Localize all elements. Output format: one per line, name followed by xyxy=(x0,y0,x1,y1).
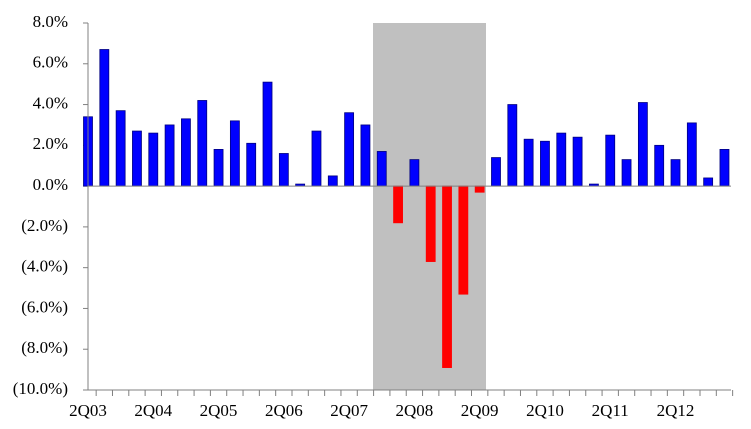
bar xyxy=(719,149,730,187)
x-tick-label: 2Q10 xyxy=(526,401,564,420)
bar xyxy=(229,120,240,187)
bar xyxy=(670,159,681,187)
x-tick-label: 2Q11 xyxy=(592,401,629,420)
bar xyxy=(360,124,371,187)
x-tick-label: 2Q05 xyxy=(200,401,238,420)
bar xyxy=(327,175,338,187)
bar xyxy=(164,124,175,187)
bar xyxy=(278,153,289,187)
y-tick-label: 4.0% xyxy=(33,93,68,112)
bar xyxy=(246,142,257,187)
x-tick-label: 2Q07 xyxy=(330,401,368,420)
bar xyxy=(262,81,273,187)
y-tick-label: (2.0%) xyxy=(21,216,68,235)
x-tick-label: 2Q09 xyxy=(461,401,499,420)
y-tick-label: (10.0%) xyxy=(13,379,68,398)
bar xyxy=(311,130,322,187)
bar xyxy=(393,185,403,224)
bar xyxy=(197,100,208,187)
bar xyxy=(474,185,485,193)
bar xyxy=(213,149,224,187)
bar xyxy=(181,118,191,187)
x-tick-label: 2Q06 xyxy=(265,401,303,420)
bar xyxy=(507,104,518,187)
y-tick-label: (6.0%) xyxy=(21,297,68,316)
bar xyxy=(99,49,110,187)
bar xyxy=(344,112,355,187)
bar xyxy=(605,134,616,187)
x-tick-label: 2Q03 xyxy=(69,401,107,420)
bar xyxy=(572,136,583,187)
y-tick-label: (4.0%) xyxy=(21,257,68,276)
bar xyxy=(442,185,452,368)
x-tick-label: 2Q12 xyxy=(657,401,695,420)
bar xyxy=(409,159,420,187)
bar xyxy=(703,177,714,187)
y-tick-label: 0.0% xyxy=(33,175,68,194)
y-tick-label: (8.0%) xyxy=(21,338,68,357)
bar xyxy=(637,102,648,187)
bar xyxy=(425,185,436,262)
bar xyxy=(556,132,567,187)
y-tick-label: 6.0% xyxy=(33,53,68,72)
bar xyxy=(132,130,142,187)
bar xyxy=(654,144,665,187)
x-tick-label: 2Q04 xyxy=(134,401,172,420)
bar xyxy=(491,157,501,187)
y-tick-label: 2.0% xyxy=(33,134,68,153)
bar xyxy=(523,138,534,187)
bar xyxy=(148,132,159,187)
bar xyxy=(115,110,126,187)
x-tick-label: 2Q08 xyxy=(396,401,434,420)
bar xyxy=(540,140,550,187)
bar xyxy=(376,151,387,187)
bar xyxy=(621,159,632,187)
bar xyxy=(458,185,469,295)
bar xyxy=(686,122,697,187)
y-tick-label: 8.0% xyxy=(33,12,68,31)
